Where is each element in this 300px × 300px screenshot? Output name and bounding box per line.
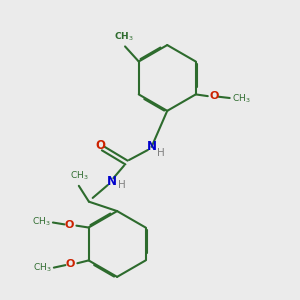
Text: CH$_3$: CH$_3$ xyxy=(32,216,51,228)
Text: CH$_3$: CH$_3$ xyxy=(114,31,133,43)
Text: H: H xyxy=(157,148,165,158)
Text: N: N xyxy=(106,175,116,188)
Text: H: H xyxy=(118,180,126,190)
Text: O: O xyxy=(96,139,106,152)
Text: O: O xyxy=(64,220,74,230)
Text: CH$_3$: CH$_3$ xyxy=(70,169,88,182)
Text: O: O xyxy=(65,259,75,269)
Text: O: O xyxy=(210,91,219,101)
Text: CH$_3$: CH$_3$ xyxy=(232,92,251,105)
Text: N: N xyxy=(147,140,157,153)
Text: CH$_3$: CH$_3$ xyxy=(33,262,52,274)
